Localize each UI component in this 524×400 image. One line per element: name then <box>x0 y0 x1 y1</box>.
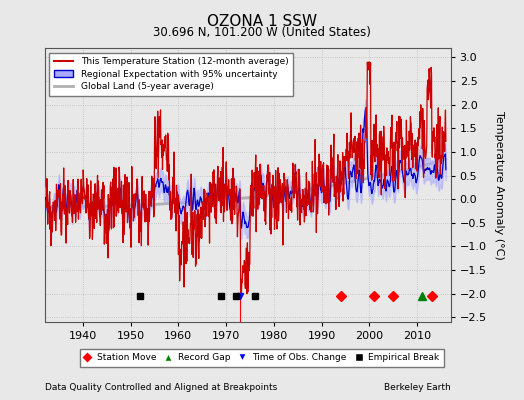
Text: 30.696 N, 101.200 W (United States): 30.696 N, 101.200 W (United States) <box>153 26 371 39</box>
Text: Data Quality Controlled and Aligned at Breakpoints: Data Quality Controlled and Aligned at B… <box>45 383 277 392</box>
Legend: This Temperature Station (12-month average), Regional Expectation with 95% uncer: This Temperature Station (12-month avera… <box>49 52 293 96</box>
Legend: Station Move, Record Gap, Time of Obs. Change, Empirical Break: Station Move, Record Gap, Time of Obs. C… <box>80 349 444 367</box>
Y-axis label: Temperature Anomaly (°C): Temperature Anomaly (°C) <box>494 111 504 259</box>
Text: OZONA 1 SSW: OZONA 1 SSW <box>207 14 317 29</box>
Text: Berkeley Earth: Berkeley Earth <box>384 383 451 392</box>
